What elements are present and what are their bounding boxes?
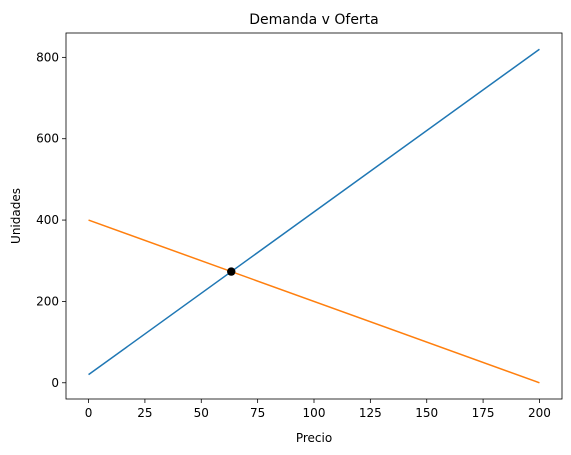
x-axis-ticks: 0 25 50 75 100 125 150 175 200 xyxy=(85,399,551,420)
x-tick-label: 100 xyxy=(303,406,326,420)
series-line-demanda xyxy=(88,219,540,384)
x-tick-label: 75 xyxy=(250,406,265,420)
series-line-oferta xyxy=(88,48,540,376)
x-tick-label: 0 xyxy=(85,406,93,420)
x-tick-label: 175 xyxy=(472,406,495,420)
x-tick-label: 150 xyxy=(415,406,438,420)
point-equilibrio xyxy=(227,267,236,276)
y-tick-label: 0 xyxy=(51,376,59,390)
x-tick-label: 25 xyxy=(137,406,152,420)
chart-title: Demanda v Oferta xyxy=(249,12,379,28)
x-tick-label: 125 xyxy=(359,406,382,420)
y-axis-label: Unidades xyxy=(9,188,23,244)
x-tick-label: 200 xyxy=(528,406,551,420)
plot-points xyxy=(227,267,236,276)
y-tick-label: 400 xyxy=(36,213,59,227)
y-axis-ticks: 0 200 400 600 800 xyxy=(36,50,66,390)
x-tick-label: 50 xyxy=(194,406,209,420)
y-tick-label: 800 xyxy=(36,50,59,64)
y-tick-label: 200 xyxy=(36,294,59,308)
plot-frame xyxy=(65,32,563,400)
x-axis-label: Precio xyxy=(296,431,332,445)
y-tick-label: 600 xyxy=(36,132,59,146)
plot-lines xyxy=(88,48,540,384)
